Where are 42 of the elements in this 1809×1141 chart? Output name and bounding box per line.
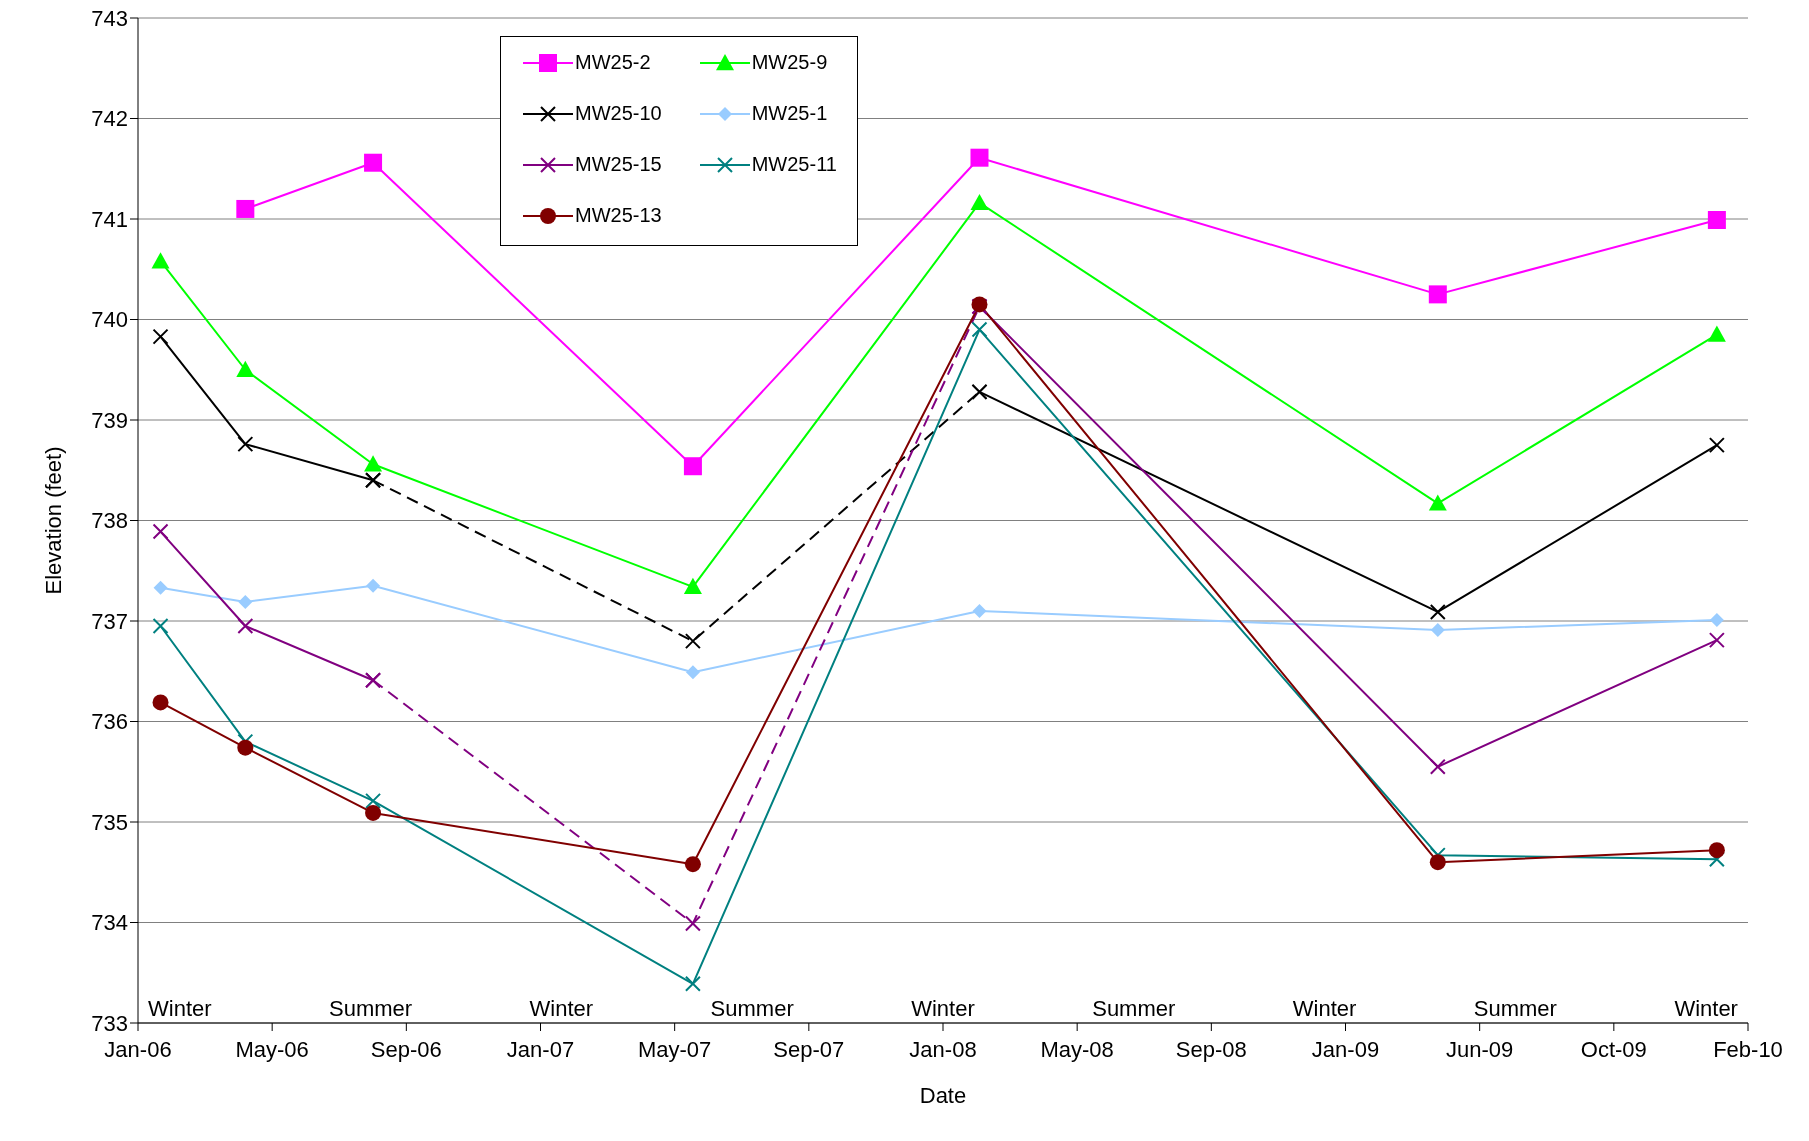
x-tick-label: Sep-07	[773, 1036, 845, 1062]
y-tick-label: 737	[91, 608, 128, 634]
annotation: Summer	[1092, 996, 1176, 1022]
x-tick-label: Jan-08	[909, 1036, 977, 1062]
x-tick-label: Jun-09	[1446, 1036, 1514, 1062]
x-tick-label: Feb-10	[1713, 1036, 1783, 1062]
annotation: Summer	[329, 996, 413, 1022]
y-tick-label: 733	[91, 1010, 128, 1036]
legend-label: MW25-10	[575, 102, 662, 125]
annotation: Winter	[1674, 996, 1738, 1022]
y-tick-label: 734	[91, 910, 128, 936]
annotation: Winter	[911, 996, 975, 1022]
legend-label: MW25-9	[751, 51, 828, 74]
x-tick-label: Jan-06	[104, 1036, 172, 1062]
y-axis-title: Elevation (feet)	[40, 446, 66, 595]
y-tick-label: 739	[91, 407, 128, 433]
x-tick-label: Sep-06	[370, 1036, 442, 1062]
x-tick-label: Sep-08	[1175, 1036, 1247, 1062]
y-tick-label: 743	[91, 5, 128, 31]
y-tick-label: 741	[91, 206, 128, 232]
y-tick-label: 740	[91, 307, 128, 333]
legend-label: MW25-2	[575, 51, 651, 74]
x-tick-label: Jan-07	[506, 1036, 575, 1062]
annotation: Winter	[1292, 996, 1357, 1022]
annotation: Winter	[148, 996, 212, 1022]
x-tick-label: May-08	[1040, 1036, 1114, 1062]
x-tick-label: Jan-09	[1311, 1036, 1380, 1062]
y-tick-label: 738	[91, 508, 128, 534]
x-tick-label: May-07	[637, 1036, 712, 1062]
legend-label: MW25-11	[751, 153, 837, 176]
annotation: Summer	[710, 996, 794, 1022]
legend-label: MW25-13	[575, 204, 662, 227]
x-tick-label: May-06	[235, 1036, 309, 1062]
x-tick-label: Oct-09	[1580, 1036, 1647, 1062]
y-tick-label: 742	[91, 106, 128, 132]
x-axis-title: Date	[919, 1083, 967, 1108]
legend-label: MW25-15	[575, 153, 662, 176]
annotation: Summer	[1473, 996, 1557, 1022]
legend-label: MW25-1	[751, 102, 828, 125]
annotation: Winter	[529, 996, 594, 1022]
y-tick-label: 735	[91, 809, 128, 835]
y-tick-label: 736	[91, 709, 128, 735]
